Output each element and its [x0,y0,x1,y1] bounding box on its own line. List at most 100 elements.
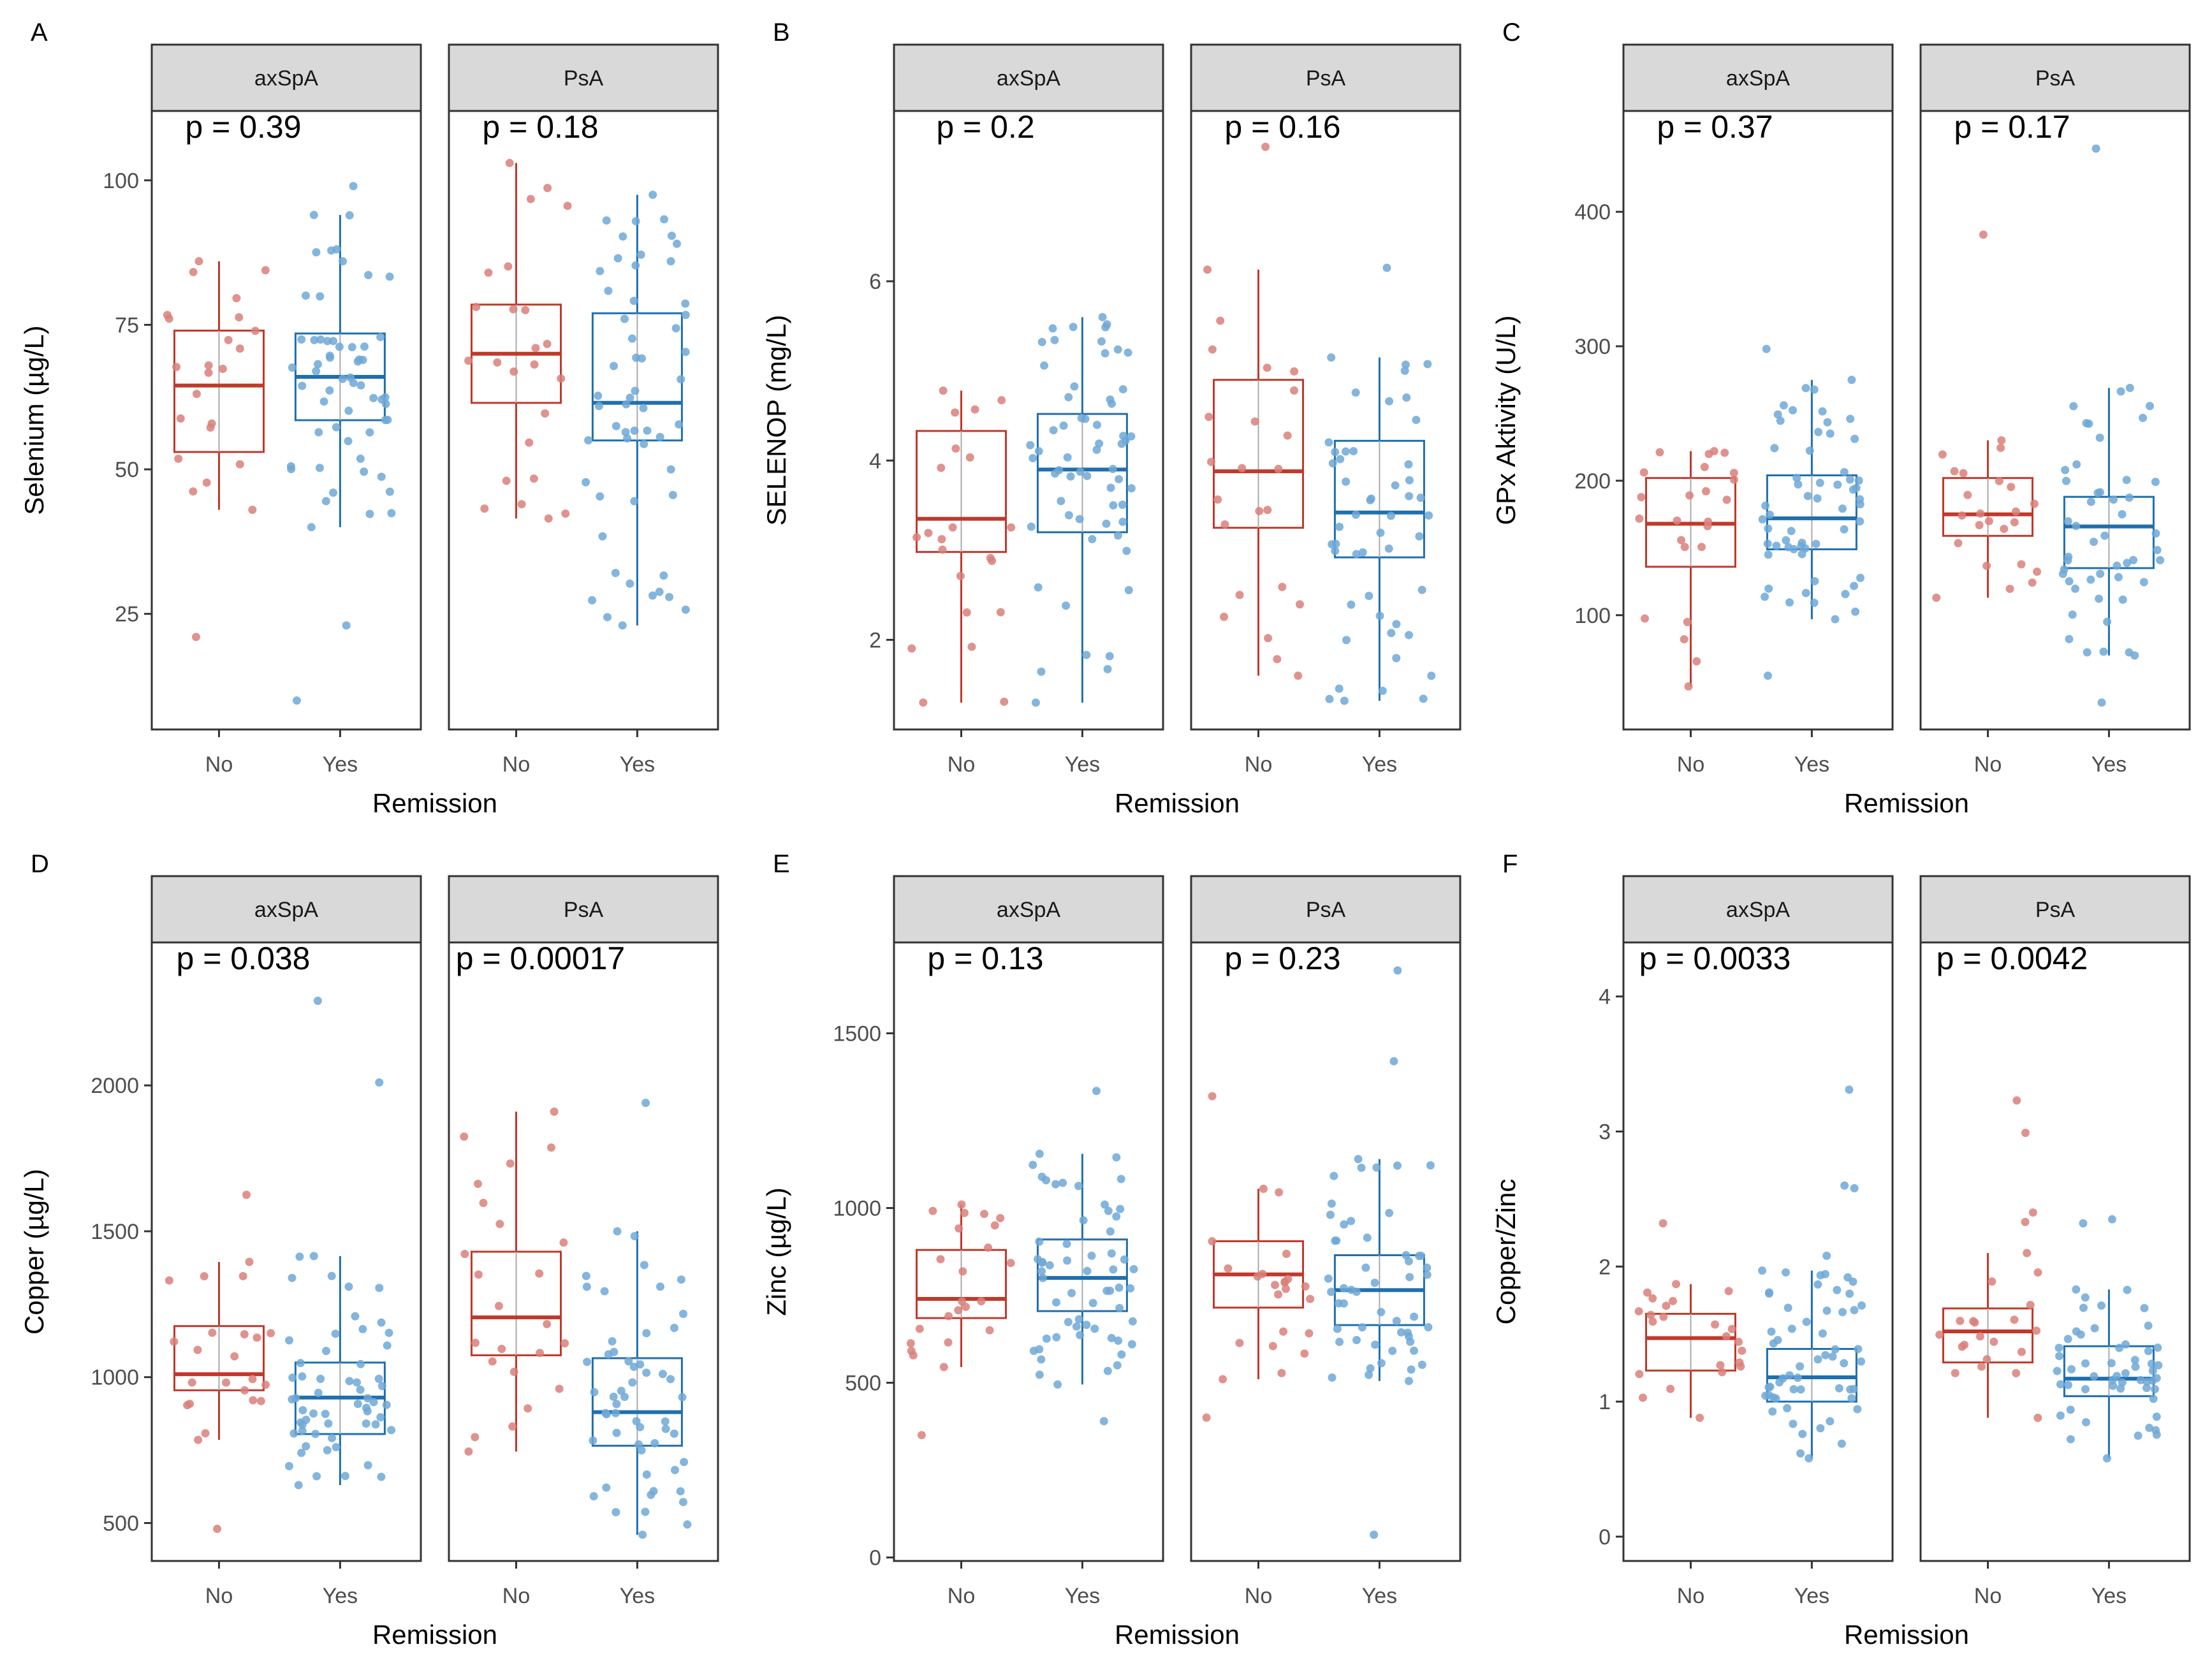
data-point [1704,517,1713,526]
data-point [1097,337,1106,346]
data-point [1082,650,1091,659]
data-point [1347,1217,1356,1226]
data-point [1764,584,1773,593]
x-tick-label: Yes [323,1584,358,1608]
data-point [1850,1306,1859,1315]
data-point [245,1257,254,1266]
data-point [1377,1308,1386,1317]
data-point [1120,1255,1129,1264]
data-point [377,1318,386,1327]
data-point [2118,1378,2127,1387]
facet-strip-label: axSpA [1726,898,1790,922]
data-point [626,393,634,402]
data-point [312,367,321,376]
data-point [385,1328,393,1337]
data-point [1034,583,1043,592]
data-point [661,1417,670,1426]
data-point [609,1392,618,1401]
data-point [1734,1337,1743,1346]
data-point [1366,494,1375,503]
data-point [1118,385,1127,393]
data-point [640,439,648,448]
data-point [2007,483,2016,492]
data-point [1095,439,1104,448]
facet-strip [1190,875,1461,944]
data-point [204,361,213,370]
facet-strip-label: axSpA [997,66,1060,91]
y-tick-label: 1000 [91,1366,139,1390]
data-point [1053,1380,1062,1389]
data-point [1049,426,1058,435]
data-point [235,313,244,322]
data-point [2099,647,2108,656]
data-point [344,406,353,415]
data-point [2082,419,2091,428]
data-point [315,464,324,472]
data-point [1840,467,1849,476]
data-point [1099,1417,1108,1426]
data-point [958,1267,967,1276]
data-point [1115,1303,1124,1312]
data-point [493,358,502,367]
data-point [939,1363,948,1372]
data-point [309,210,318,219]
data-point [2072,460,2081,469]
data-point [1796,1449,1805,1458]
data-point [1782,1268,1791,1277]
y-axis-title: GPx Aktivity (U/L) [1491,315,1521,525]
panel-letter: A [31,18,48,47]
data-point [2076,1330,2085,1339]
data-point [1105,652,1114,661]
data-point [2065,634,2074,643]
data-point [1064,511,1073,520]
data-point [907,1347,916,1356]
data-point [2142,1377,2151,1386]
x-tick-label: Yes [620,752,655,777]
data-point [1720,448,1729,457]
y-tick-label: 2000 [91,1074,139,1098]
data-point [1764,671,1773,680]
data-point [1810,385,1819,394]
data-point [584,436,593,444]
y-tick-label: 0 [869,1546,881,1571]
data-point [345,211,354,220]
data-point [1818,1329,1827,1338]
data-point [531,344,540,353]
data-point [668,490,677,499]
data-point [183,1401,192,1410]
data-point [1659,1312,1668,1321]
data-point [1035,1237,1044,1246]
data-point [602,1410,611,1419]
facet-strip-label: axSpA [1726,66,1790,91]
data-point [341,1472,349,1481]
data-point [325,386,334,395]
data-point [1424,1322,1433,1331]
data-point [1415,532,1424,541]
data-point [1634,1307,1643,1315]
data-point [1637,493,1646,502]
data-point [1677,536,1686,545]
data-point [506,1159,515,1168]
group-yes: Yes [1758,344,1865,777]
data-point [683,1520,692,1529]
data-point [1327,1199,1336,1208]
data-point [321,1347,330,1356]
data-point [955,1224,963,1233]
data-point [610,1347,619,1356]
data-point [1066,472,1075,481]
data-point [314,428,323,437]
data-point [292,696,301,705]
data-point [1854,1345,1863,1354]
data-point [667,231,676,240]
data-point [1814,427,1823,436]
data-point [1416,494,1425,502]
data-point [297,335,306,344]
data-point [1069,323,1078,332]
data-point [1117,439,1126,448]
data-point [1938,450,1947,459]
data-point [2021,1129,2030,1138]
data-point [1769,1339,1778,1348]
data-point [310,335,319,344]
data-point [1407,1365,1416,1374]
data-point [261,266,270,275]
